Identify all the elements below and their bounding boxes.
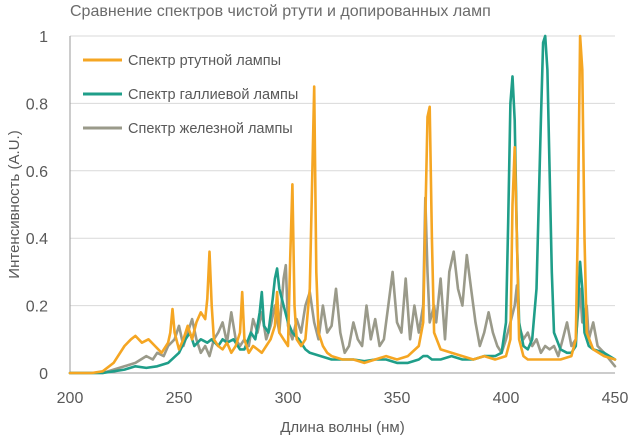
y-tick-label: 0 (39, 366, 48, 383)
y-tick-label: 0.8 (26, 96, 48, 113)
series-line-3 (68, 196, 617, 375)
legend: Спектр ртутной лампы Спектр галлиевой лам… (83, 53, 298, 137)
x-tick-label: 200 (57, 390, 84, 407)
x-tick-label: 250 (166, 390, 193, 407)
series-line-1 (68, 34, 617, 375)
y-tick-label: 0.6 (26, 164, 48, 181)
grid-lines (70, 35, 615, 307)
x-axis: 200 250 300 350 400 450 (57, 372, 629, 407)
y-tick-label: 0.4 (26, 231, 48, 248)
legend-label-3: Спектр железной лампы (128, 121, 293, 137)
x-tick-label: 400 (493, 390, 520, 407)
y-axis: 0 0.2 0.4 0.6 0.8 1 (26, 29, 71, 383)
x-tick-label: 300 (275, 390, 302, 407)
legend-label-1: Спектр ртутной лампы (128, 53, 281, 69)
y-axis-title: Интенсивность (A.U.) (6, 130, 23, 278)
chart-title: Сравнение спектров чистой ртути и допиро… (70, 3, 491, 20)
x-axis-title: Длина волны (нм) (280, 419, 404, 436)
y-tick-label: 0.2 (26, 299, 48, 316)
series-layer (68, 34, 617, 375)
y-tick-label: 1 (39, 29, 48, 46)
legend-label-2: Спектр галлиевой лампы (128, 87, 298, 103)
x-tick-label: 450 (602, 390, 629, 407)
x-tick-label: 350 (384, 390, 411, 407)
